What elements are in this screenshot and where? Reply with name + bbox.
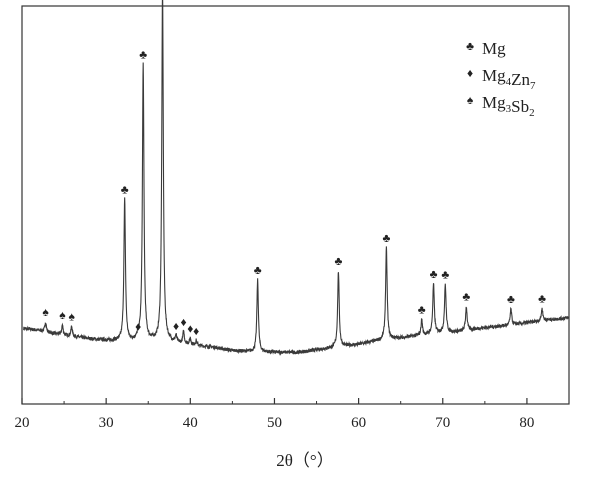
peak-marker-3: ♠ <box>68 309 75 323</box>
legend-symbol-1: ♣ <box>466 39 474 53</box>
peak-marker-9: ♦ <box>181 315 187 329</box>
x-axis-title: 2θ（°） <box>276 451 333 470</box>
x-tick-label-50: 50 <box>267 415 282 431</box>
x-tick-label-60: 60 <box>351 415 366 431</box>
peak-marker-14: ♣ <box>382 231 390 245</box>
peak-marker-4: ♣ <box>121 183 129 197</box>
xrd-pattern-line <box>23 0 570 356</box>
peak-marker-10: ♦ <box>187 321 193 335</box>
peak-marker-18: ♣ <box>462 290 470 304</box>
peak-marker-16: ♣ <box>430 267 438 281</box>
peak-marker-13: ♣ <box>334 254 342 268</box>
legend-label-2: Mg4Zn7 <box>482 66 536 92</box>
peak-marker-8: ♦ <box>173 319 179 333</box>
x-tick-label-80: 80 <box>519 415 534 431</box>
x-tick-label-70: 70 <box>435 415 450 431</box>
peak-marker-11: ♦ <box>193 324 199 338</box>
legend-entry-1: ♣ Mg <box>466 39 506 58</box>
peak-marker-12: ♣ <box>254 263 262 277</box>
x-tick-label-30: 30 <box>99 415 114 431</box>
peak-marker-15: ♣ <box>418 302 426 316</box>
peak-marker-5: ♦ <box>135 319 141 333</box>
legend-symbol-3: ♠ <box>467 93 474 107</box>
x-tick-label-40: 40 <box>183 415 198 431</box>
peak-marker-2: ♠ <box>59 308 66 322</box>
peak-marker-20: ♣ <box>538 292 546 306</box>
legend-entry-3: ♠ Mg3Sb2 <box>467 93 535 119</box>
x-tick-label-20: 20 <box>15 415 30 431</box>
legend-label-1: Mg <box>482 39 506 58</box>
plot-frame <box>21 5 570 405</box>
legend-symbol-2: ♦ <box>467 66 473 80</box>
peak-marker-1: ♠ <box>42 305 49 319</box>
legend-label-3: Mg3Sb2 <box>482 93 535 119</box>
legend-entry-2: ♦ Mg4Zn7 <box>467 66 536 92</box>
peak-marker-19: ♣ <box>507 292 515 306</box>
peak-marker-6: ♣ <box>139 48 147 62</box>
peak-marker-17: ♣ <box>441 267 449 281</box>
